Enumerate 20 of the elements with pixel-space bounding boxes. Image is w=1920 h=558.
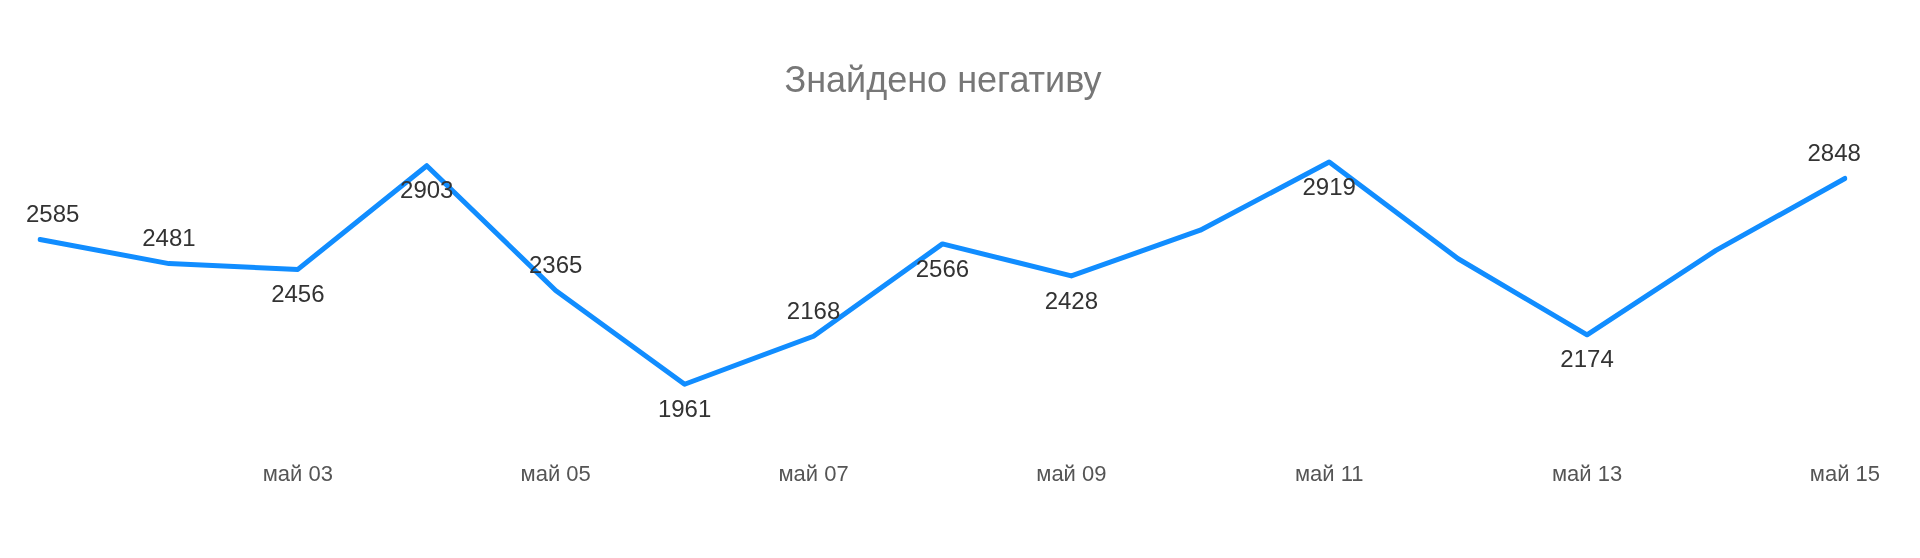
x-tick-label: май 13 xyxy=(1551,460,1623,486)
x-tick-label: май 11 xyxy=(1294,460,1364,486)
data-label: 2903 xyxy=(400,176,454,204)
chart-title: Знайдено негативу xyxy=(784,58,1102,100)
x-tick-label: май 15 xyxy=(1809,460,1880,486)
x-tick-label: май 03 xyxy=(262,460,333,486)
data-label: 2919 xyxy=(1302,172,1356,200)
x-tick-label: май 05 xyxy=(520,460,591,486)
data-label: 2848 xyxy=(1807,139,1861,167)
data-label: 2456 xyxy=(271,280,325,308)
data-label: 2174 xyxy=(1560,345,1614,373)
data-label: 2365 xyxy=(528,251,583,279)
data-label: 2428 xyxy=(1044,286,1099,314)
data-label: 2168 xyxy=(786,296,841,324)
data-label: 2481 xyxy=(142,224,196,252)
x-tick-label: май 07 xyxy=(778,460,849,486)
data-label: 2585 xyxy=(26,200,80,228)
x-tick-label: май 09 xyxy=(1036,460,1107,486)
data-label: 2566 xyxy=(915,254,970,282)
data-label: 1961 xyxy=(657,394,712,422)
